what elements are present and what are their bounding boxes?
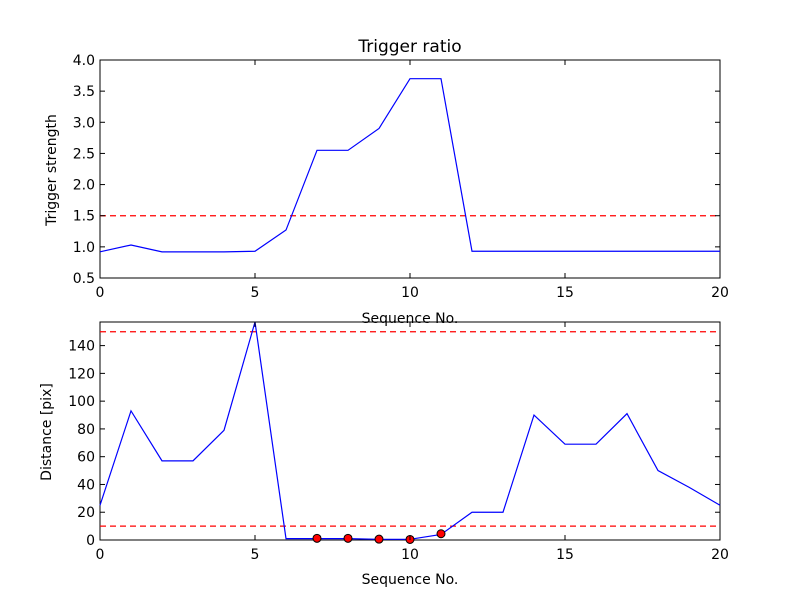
x-tick-label: 0 [96, 285, 105, 301]
y-tick-label: 3.0 [73, 115, 95, 131]
distance-chart: Distance [pix] Sequence No. 0 5 10 15 20 0 20 4… [39, 321, 729, 588]
x-tick-label: 0 [96, 547, 105, 563]
x-axis-label: Sequence No. [362, 311, 459, 327]
x-tick-label: 15 [556, 547, 574, 563]
y-tick-label: 2.0 [73, 178, 95, 194]
data-point-marker [374, 534, 384, 544]
y-tick-label: 60 [77, 450, 95, 466]
y-tick-label: 100 [68, 394, 95, 410]
y-tick-label: 1.5 [73, 209, 95, 225]
x-tick-label: 20 [711, 547, 729, 563]
x-tick-label: 10 [401, 285, 419, 301]
y-tick-label: 80 [77, 422, 95, 438]
y-tick-label: 40 [77, 477, 95, 493]
y-tick-label: 0 [86, 533, 95, 549]
y-tick-label: 3.5 [73, 84, 95, 100]
x-tick-label: 15 [556, 285, 574, 301]
x-tick-label: 20 [711, 285, 729, 301]
data-point-marker [436, 529, 446, 539]
y-tick-label: 140 [68, 339, 95, 355]
x-axis-label: Sequence No. [362, 572, 459, 588]
y-tick-label: 120 [68, 366, 95, 382]
y-tick-label: 2.5 [73, 146, 95, 162]
x-tick-label: 10 [401, 547, 419, 563]
chart-title: Trigger ratio [357, 37, 461, 57]
y-tick-label: 1.0 [73, 240, 95, 256]
data-point-marker [343, 533, 353, 543]
x-tick-label: 5 [251, 547, 260, 563]
series-line [99, 78, 720, 253]
y-tick-label: 0.5 [73, 271, 95, 287]
x-tick-label: 5 [251, 285, 260, 301]
y-tick-label: 20 [77, 505, 95, 521]
y-axis-label: Trigger strength [44, 114, 60, 227]
data-point-marker [312, 533, 322, 543]
y-axis-label: Distance [pix] [39, 383, 55, 481]
trigger-ratio-chart: Trigger ratio Trigger strength Sequence … [44, 37, 729, 327]
y-tick-label: 4.0 [73, 53, 95, 69]
